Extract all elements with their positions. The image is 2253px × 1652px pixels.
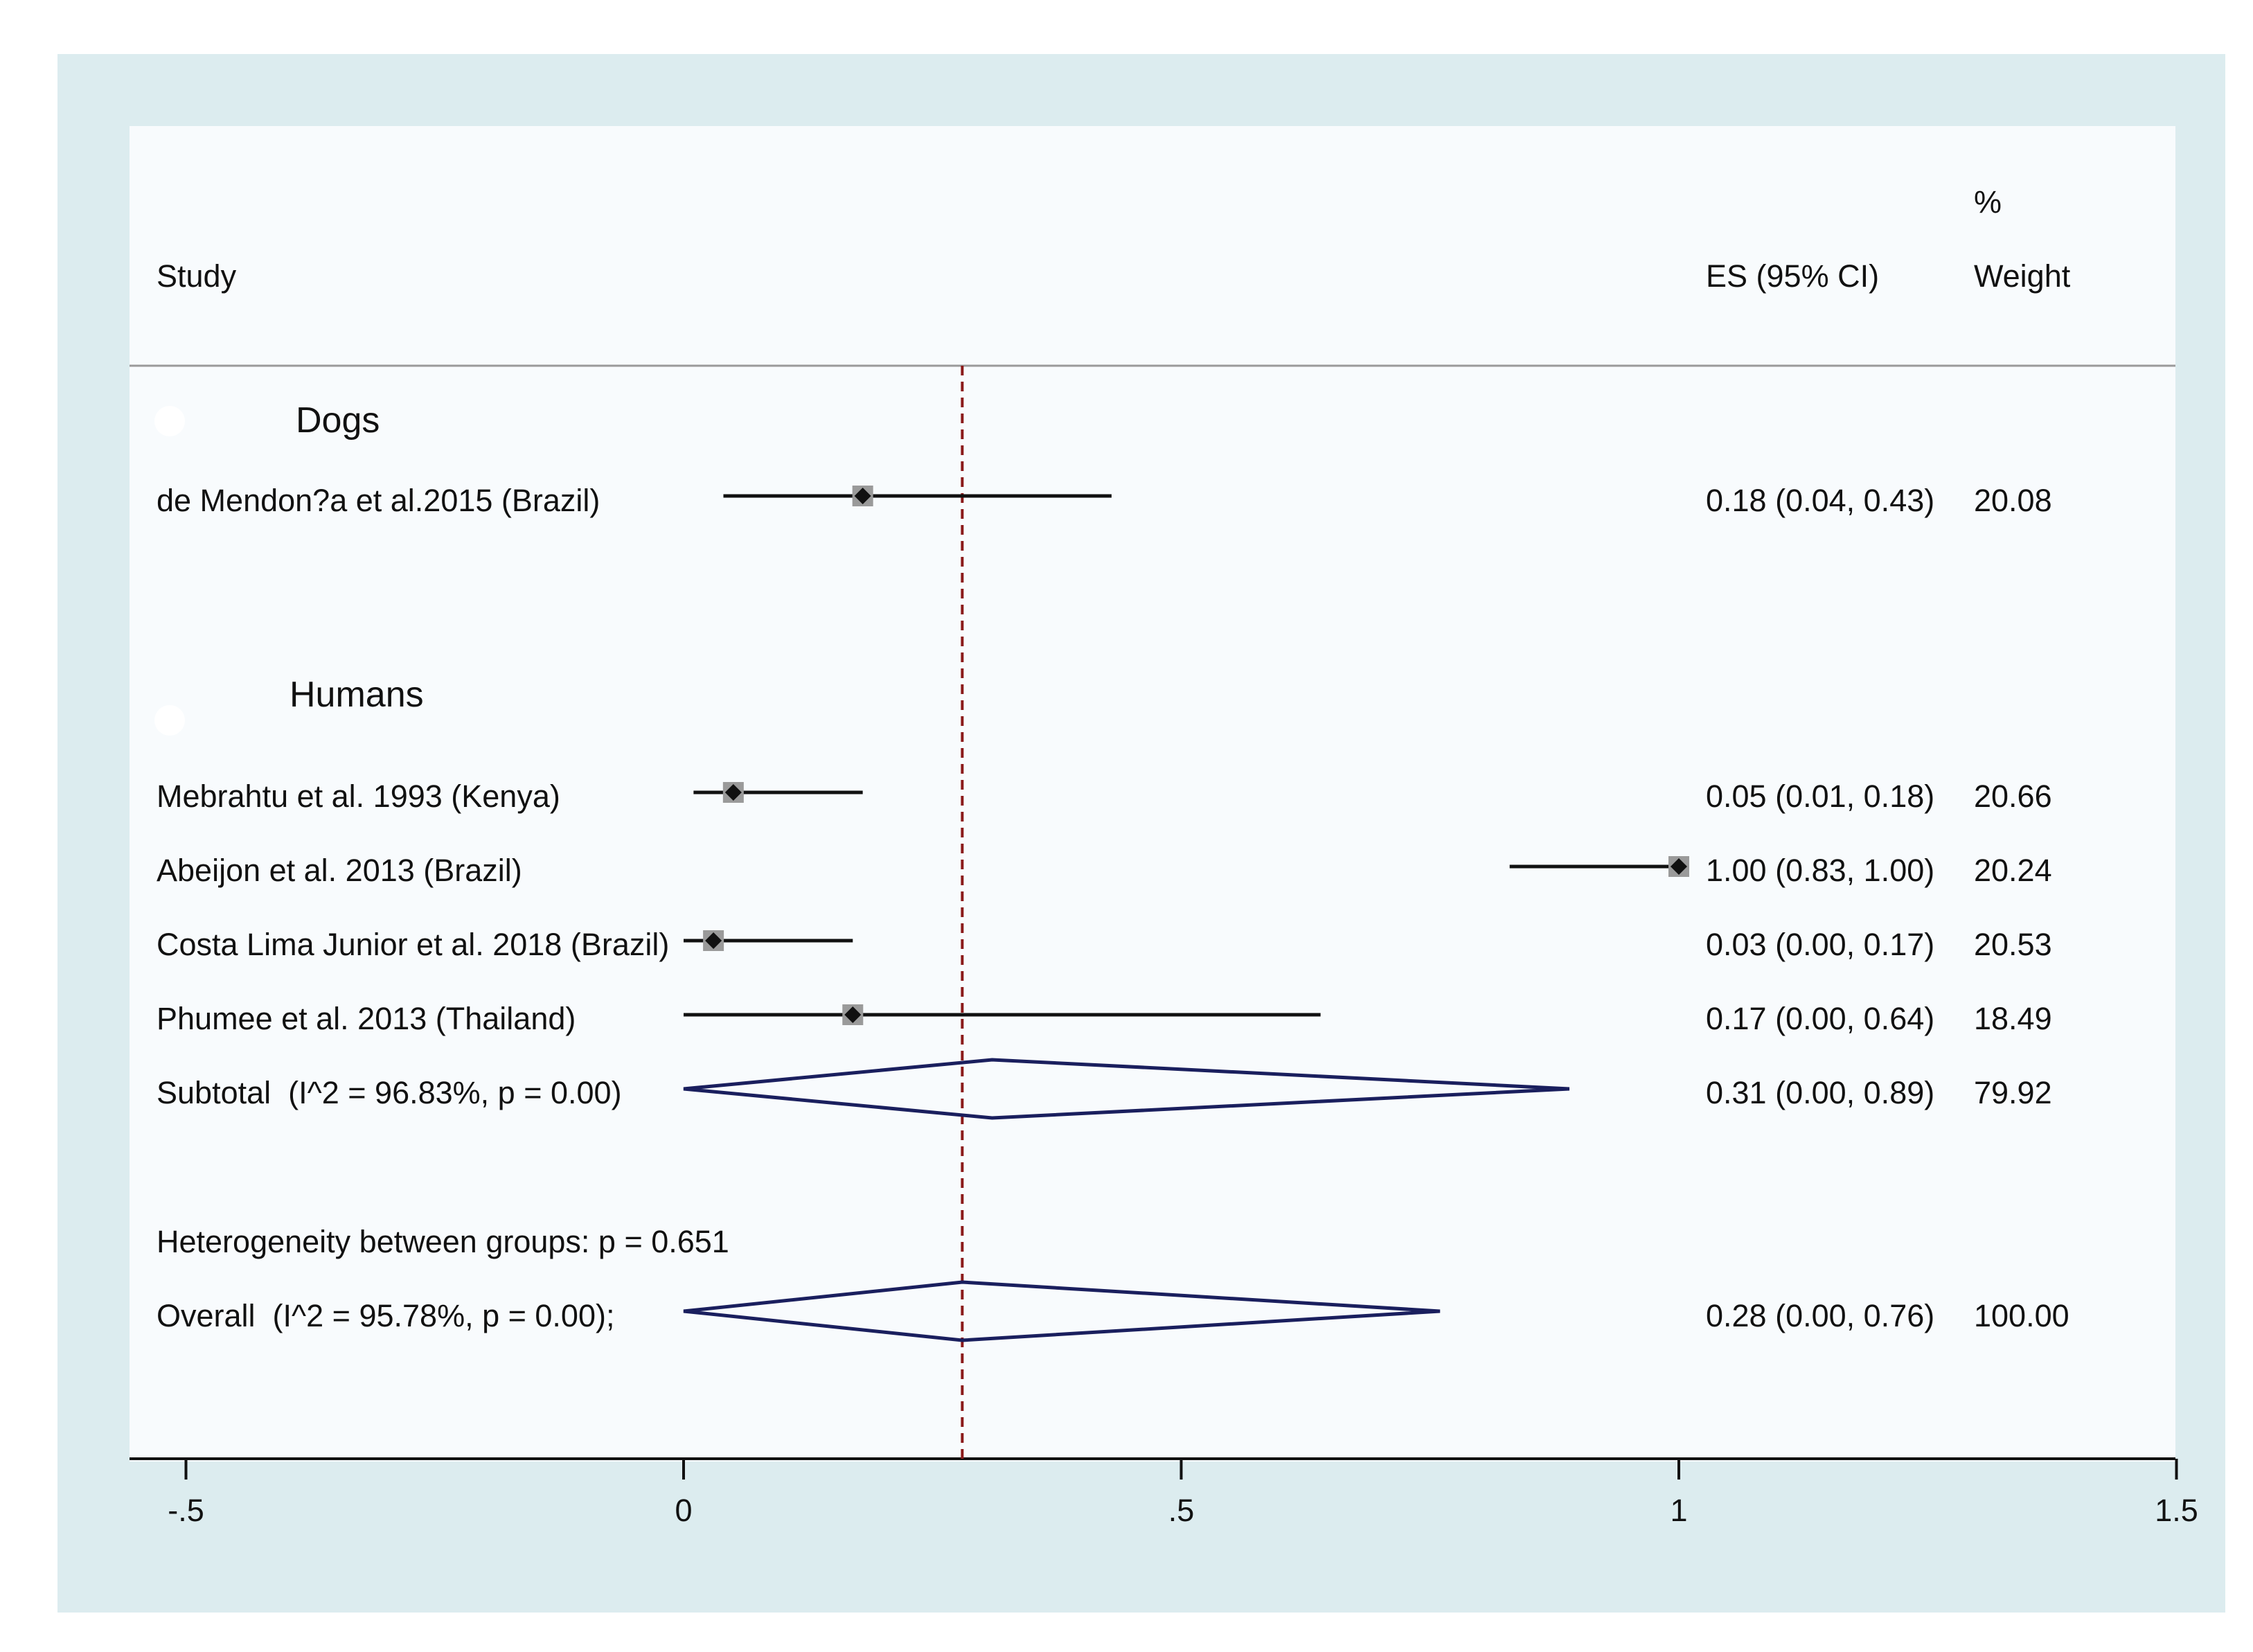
study-weight: 20.66 <box>1974 779 2052 814</box>
study-weight: 20.08 <box>1974 483 2052 518</box>
heterogeneity-text: Heterogeneity between groups: p = 0.651 <box>157 1224 729 1259</box>
subtotal-label: Subtotal (I^2 = 96.83%, p = 0.00) <box>157 1075 622 1110</box>
subtotal-weight: 79.92 <box>1974 1075 2052 1110</box>
chart-marks: -.5 0 .5 1 1.5 <box>168 366 2198 1528</box>
plot-region <box>130 126 2175 1462</box>
overall-weight: 100.00 <box>1974 1298 2069 1333</box>
point-estimate <box>844 1006 862 1023</box>
study-label: Mebrahtu et al. 1993 (Kenya) <box>157 779 560 814</box>
study-weight: 18.49 <box>1974 1001 2052 1036</box>
header-es-ci: ES (95% CI) <box>1706 258 1879 294</box>
group-marker <box>154 406 185 436</box>
point-estimate <box>724 784 742 801</box>
group-marker <box>154 705 185 736</box>
x-tick-label: 0 <box>675 1493 692 1528</box>
study-weight: 20.24 <box>1974 853 2052 888</box>
x-tick-label: 1 <box>1670 1493 1687 1528</box>
study-label: Phumee et al. 2013 (Thailand) <box>157 1001 576 1036</box>
study-weight: 20.53 <box>1974 927 2052 962</box>
study-es-ci: 1.00 (0.83, 1.00) <box>1706 853 1934 888</box>
header-weight-pct: % <box>1974 184 2002 220</box>
point-estimate <box>1671 858 1687 875</box>
subtotal-es-ci: 0.31 (0.00, 0.89) <box>1706 1075 1934 1110</box>
overall-label: Overall (I^2 = 95.78%, p = 0.00); <box>157 1298 614 1333</box>
study-label: Costa Lima Junior et al. 2018 (Brazil) <box>157 927 669 962</box>
group-label-dogs: Dogs <box>296 400 380 441</box>
overall-es-ci: 0.28 (0.00, 0.76) <box>1706 1298 1934 1333</box>
study-es-ci: 0.17 (0.00, 0.64) <box>1706 1001 1934 1036</box>
header-weight: Weight <box>1974 258 2071 294</box>
x-tick-label: 1.5 <box>2155 1493 2198 1528</box>
x-tick-label: -.5 <box>168 1493 204 1528</box>
study-es-ci: 0.05 (0.01, 0.18) <box>1706 779 1934 814</box>
overall-diamond <box>683 1280 1441 1342</box>
study-es-ci: 0.03 (0.00, 0.17) <box>1706 927 1934 962</box>
study-label: Abeijon et al. 2013 (Brazil) <box>157 853 522 888</box>
x-tick-label: .5 <box>1168 1493 1195 1528</box>
header-study: Study <box>157 258 237 294</box>
point-estimate <box>854 488 871 504</box>
group-label-humans: Humans <box>290 675 424 715</box>
subtotal-diamond <box>683 1058 1570 1120</box>
point-estimate <box>705 932 722 949</box>
study-label: de Mendon?a et al.2015 (Brazil) <box>157 483 600 518</box>
study-es-ci: 0.18 (0.04, 0.43) <box>1706 483 1934 518</box>
